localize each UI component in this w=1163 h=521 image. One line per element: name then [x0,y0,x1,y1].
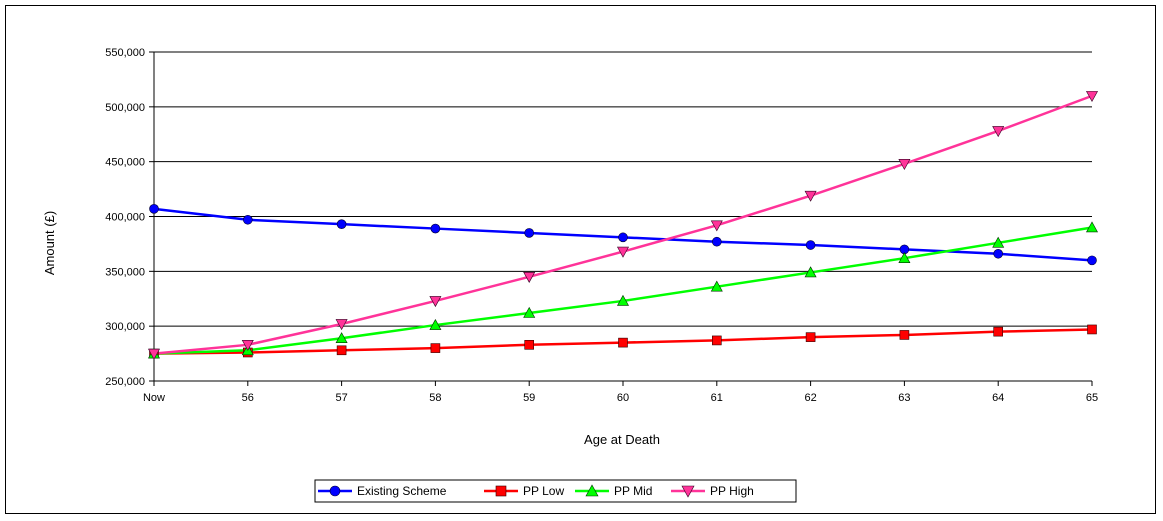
data-point-circle [430,223,441,234]
x-tick-label: Now [143,392,165,404]
data-point-triangle-up [1085,221,1099,233]
series-lines [153,94,1093,355]
data-point-square [524,340,535,350]
data-point-square [805,332,816,342]
data-point-triangle-down [898,159,911,170]
data-point-triangle-up [710,280,723,292]
data-point-triangle-down [710,220,723,232]
data-point-square [336,345,347,356]
data-point-square [618,337,628,348]
data-point-triangle-up [992,236,1005,248]
x-tick-labels: Now 56 57 58 59 60 61 62 63 64 65 [143,392,1098,404]
data-point-triangle-up [898,252,911,263]
data-point-square [495,485,507,497]
data-point-square [993,326,1004,337]
x-tick-label: 65 [1086,392,1098,404]
data-point-circle [711,236,722,247]
legend: Existing Scheme PP Low PP Mid PP High [314,479,797,503]
series-line [153,94,1093,355]
data-point-triangle-down [241,340,254,351]
data-point-triangle-up [523,306,536,318]
y-axis-title: Amount (£) [42,211,57,275]
data-point-square [899,330,910,340]
x-tick-label: 61 [711,392,723,404]
data-point-triangle-down [1085,91,1099,102]
data-point-triangle-up [429,318,442,330]
y-tick-label: 250,000 [105,376,145,388]
legend-box [314,479,797,503]
axes [153,52,1093,386]
y-tick-label: 350,000 [105,266,145,278]
x-tick-label: 59 [523,392,535,404]
data-point-circle [524,228,535,238]
data-point-triangle-down [147,348,161,360]
x-tick-label: 60 [617,392,629,404]
chart-frame [5,5,1156,514]
x-tick-label: 57 [335,392,347,404]
data-point-triangle-up [335,332,348,344]
gridlines [149,51,1092,382]
data-point-triangle-down [335,319,348,331]
data-point-circle [805,240,816,250]
y-tick-label: 300,000 [105,321,145,333]
data-point-circle [329,485,341,497]
x-tick-label: 64 [992,392,1004,404]
y-tick-label: 550,000 [105,47,145,59]
legend-label: PP Low [523,484,564,498]
data-point-triangle-up [616,294,630,306]
data-point-triangle-up [804,266,817,278]
data-point-triangle-down [804,190,817,202]
series-markers [147,91,1099,360]
y-tick-label: 400,000 [105,212,145,224]
data-point-square [430,343,441,353]
data-point-square [711,335,722,346]
data-point-circle [243,214,253,225]
legend-label: PP High [710,484,754,498]
data-point-triangle-down [681,485,695,498]
legend-label: Existing Scheme [357,484,447,498]
data-point-triangle-down [523,272,536,283]
data-point-circle [1087,255,1097,266]
data-point-square [1087,324,1097,335]
x-axis-title: Age at Death [584,432,660,447]
x-tick-label: 63 [898,392,910,404]
x-tick-label: 62 [804,392,816,404]
y-tick-label: 500,000 [105,102,145,114]
data-point-triangle-down [616,246,630,258]
data-point-circle [149,204,159,214]
data-point-triangle-down [429,296,442,308]
data-point-circle [336,219,347,229]
data-point-circle [618,232,628,243]
x-tick-label: 58 [429,392,441,404]
y-tick-labels: 250,000 300,000 350,000 400,000 450,000 500,0… [105,47,145,388]
x-tick-label: 56 [242,392,254,404]
data-point-circle [993,248,1004,259]
y-tick-label: 450,000 [105,157,145,169]
data-point-triangle-up [585,484,599,497]
legend-label: PP Mid [614,484,652,498]
data-point-triangle-down [992,126,1005,138]
